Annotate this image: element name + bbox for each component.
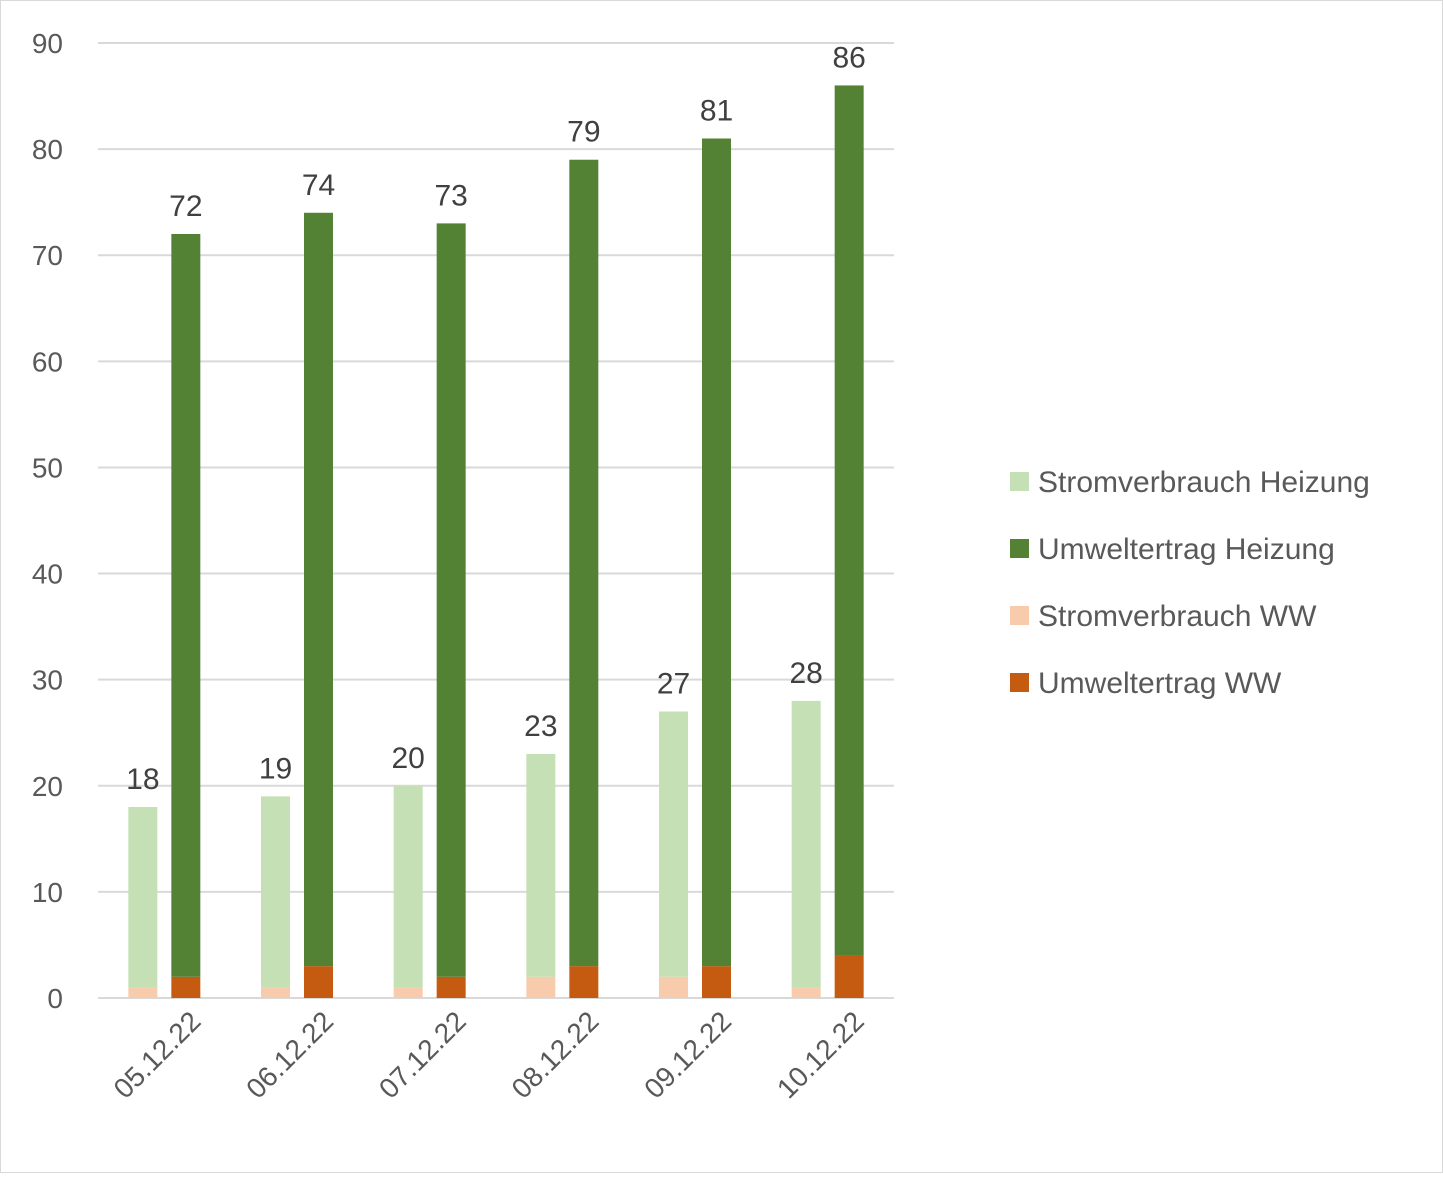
bar-segment bbox=[659, 976, 688, 998]
data-label: 19 bbox=[259, 752, 292, 785]
bar-segment bbox=[128, 807, 158, 988]
y-tick-label: 0 bbox=[47, 983, 63, 1014]
y-tick-label: 10 bbox=[32, 877, 63, 908]
bar-segment bbox=[261, 987, 290, 998]
data-label: 23 bbox=[524, 710, 557, 743]
data-label: 72 bbox=[169, 190, 202, 223]
y-tick-label: 50 bbox=[32, 452, 63, 483]
legend-label: Stromverbrauch WW bbox=[1038, 600, 1317, 633]
y-tick-label: 30 bbox=[32, 665, 63, 696]
legend-label: Umweltertrag Heizung bbox=[1038, 533, 1335, 566]
legend-label: Stromverbrauch Heizung bbox=[1038, 466, 1370, 499]
y-tick-label: 80 bbox=[32, 134, 63, 165]
legend-swatch bbox=[1010, 606, 1029, 625]
data-label: 20 bbox=[391, 742, 424, 775]
y-axis-ticks: 0 10 20 30 40 50 60 70 80 90 bbox=[32, 28, 63, 1014]
bar-segment bbox=[791, 987, 821, 998]
bar-segment bbox=[304, 966, 333, 998]
data-label: 27 bbox=[657, 668, 690, 701]
y-tick-label: 60 bbox=[32, 346, 63, 377]
bar-segment bbox=[569, 966, 599, 998]
legend-label: Umweltertrag WW bbox=[1038, 667, 1282, 700]
bar-segment bbox=[393, 987, 423, 998]
data-labels: 18 72 19 74 20 73 23 79 27 81 28 86 bbox=[126, 41, 866, 796]
bar-segment bbox=[171, 234, 201, 977]
y-tick-label: 40 bbox=[32, 559, 63, 590]
bar-segment bbox=[834, 85, 864, 956]
x-category-label: 08.12.22 bbox=[506, 1005, 605, 1104]
data-label: 18 bbox=[126, 763, 159, 796]
bar-segment bbox=[393, 785, 423, 988]
x-axis-labels: 05.12.22 06.12.22 07.12.22 08.12.22 09.12.22… bbox=[108, 1005, 870, 1104]
y-tick-label: 70 bbox=[32, 240, 63, 271]
legend-swatch bbox=[1010, 673, 1029, 692]
bar-segment bbox=[834, 955, 864, 998]
x-category-label: 07.12.22 bbox=[373, 1005, 472, 1104]
y-tick-label: 90 bbox=[32, 28, 63, 59]
x-category-label: 05.12.22 bbox=[108, 1005, 207, 1104]
bar-segment bbox=[569, 159, 599, 967]
bar-segment bbox=[526, 976, 556, 998]
bar-segment bbox=[659, 711, 688, 977]
data-label: 28 bbox=[789, 657, 822, 690]
x-category-label: 09.12.22 bbox=[638, 1005, 737, 1104]
legend: Stromverbrauch Heizung Umweltertrag Heizu… bbox=[1010, 466, 1370, 700]
bar-segment bbox=[526, 753, 556, 977]
bar-segment bbox=[702, 138, 731, 967]
x-category-label: 06.12.22 bbox=[240, 1005, 339, 1104]
bar-segment bbox=[171, 976, 201, 998]
bar-segment bbox=[791, 700, 821, 988]
data-label: 79 bbox=[567, 116, 600, 149]
bar-segment bbox=[304, 212, 333, 967]
x-category-label: 10.12.22 bbox=[771, 1005, 870, 1104]
bar-segment bbox=[128, 987, 158, 998]
legend-swatch bbox=[1010, 472, 1029, 491]
gridlines bbox=[98, 42, 894, 999]
data-label: 73 bbox=[434, 179, 467, 212]
bars bbox=[128, 85, 864, 998]
bar-segment bbox=[702, 966, 731, 998]
y-tick-label: 20 bbox=[32, 771, 63, 802]
bar-segment bbox=[436, 976, 466, 998]
data-label: 81 bbox=[700, 95, 733, 128]
legend-swatch bbox=[1010, 539, 1029, 558]
data-label: 74 bbox=[302, 169, 335, 202]
data-label: 86 bbox=[832, 41, 865, 74]
bar-segment bbox=[436, 223, 466, 977]
bar-segment bbox=[261, 796, 290, 988]
